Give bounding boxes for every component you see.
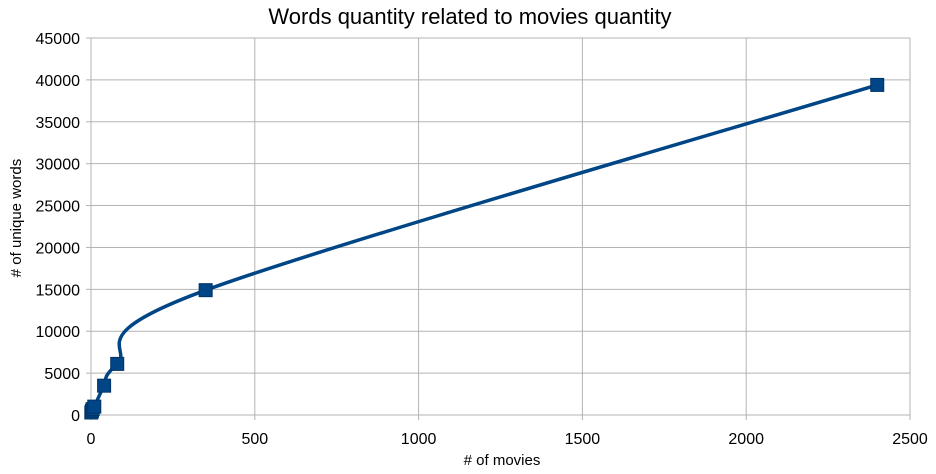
x-axis-label: # of movies xyxy=(464,452,541,469)
data-point xyxy=(110,356,125,371)
data-point xyxy=(198,283,213,298)
y-axis-label: # of unique words xyxy=(8,159,25,277)
y-tick-label: 10000 xyxy=(36,324,81,341)
y-tick-label: 40000 xyxy=(36,73,81,90)
x-tick-label: 500 xyxy=(241,431,268,448)
data-point xyxy=(870,77,885,92)
y-tick-label: 45000 xyxy=(36,31,81,48)
data-point xyxy=(97,378,112,393)
y-tick-label: 20000 xyxy=(36,240,81,257)
y-tick-label: 15000 xyxy=(36,282,81,299)
y-tick-label: 35000 xyxy=(36,115,81,132)
x-tick-label: 2000 xyxy=(728,431,764,448)
y-tick-labels: 0 5000 10000 15000 20000 25000 30000 35000 40000… xyxy=(36,31,81,425)
series-line xyxy=(89,83,879,415)
x-tick-label: 2500 xyxy=(892,431,928,448)
grid-layer xyxy=(86,37,911,420)
series-layer xyxy=(84,77,885,420)
y-tick-label: 0 xyxy=(71,408,80,425)
y-tick-label: 25000 xyxy=(36,199,81,216)
x-tick-labels: 0 500 1000 1500 2000 2500 xyxy=(87,431,928,448)
x-tick-label: 1500 xyxy=(565,431,601,448)
y-tick-label: 5000 xyxy=(44,366,80,383)
x-tick-label: 1000 xyxy=(401,431,437,448)
data-point xyxy=(87,399,102,414)
y-tick-label: 30000 xyxy=(36,157,81,174)
x-tick-label: 0 xyxy=(87,431,96,448)
chart-title: Words quantity related to movies quantit… xyxy=(268,4,671,29)
